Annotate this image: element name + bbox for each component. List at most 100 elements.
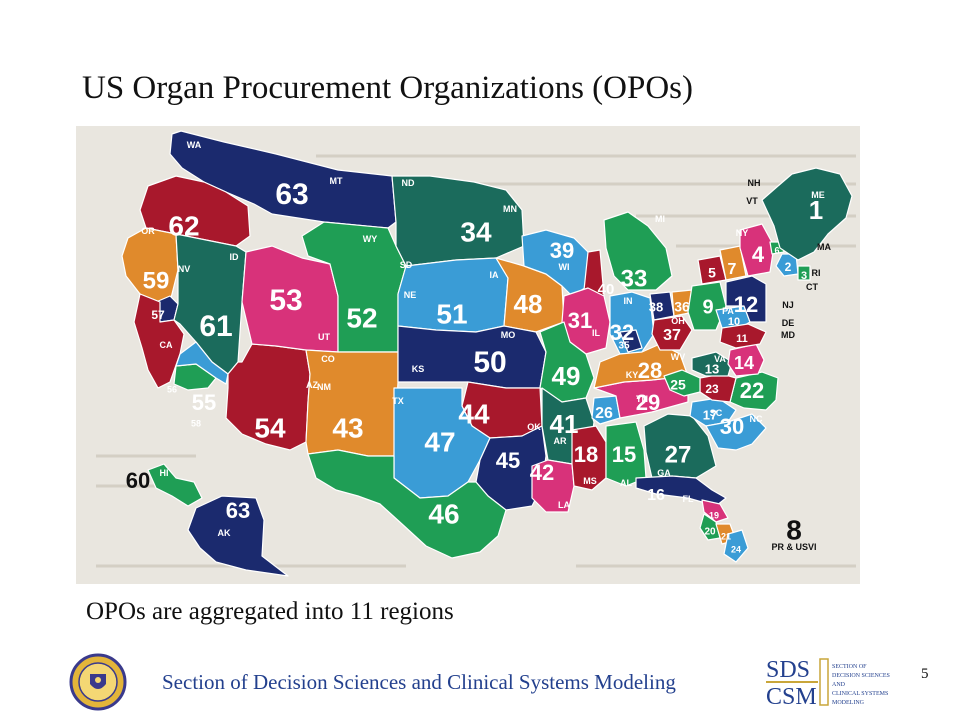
state-label: AL bbox=[620, 478, 632, 488]
state-label: MO bbox=[501, 330, 516, 340]
opo-region-19[interactable] bbox=[701, 499, 729, 523]
opo-region-62[interactable] bbox=[139, 175, 251, 247]
opo-region-9[interactable] bbox=[687, 281, 727, 331]
opo-region-63-alaska[interactable] bbox=[187, 495, 289, 577]
region-label-39: 39 bbox=[550, 238, 574, 263]
state-label: ID bbox=[230, 252, 240, 262]
state-label: IA bbox=[490, 270, 500, 280]
opo-region-20[interactable] bbox=[699, 513, 721, 541]
region-label-60: 60 bbox=[126, 468, 150, 493]
state-label: TX bbox=[392, 396, 404, 406]
state-label: IL bbox=[592, 328, 601, 338]
opo-region-11[interactable] bbox=[719, 323, 767, 349]
opo-region-42[interactable] bbox=[531, 459, 575, 513]
opo-region-3[interactable] bbox=[797, 265, 811, 281]
opo-region-35[interactable] bbox=[619, 329, 643, 353]
region-label-8: 8 bbox=[786, 514, 802, 545]
region-label-50: 50 bbox=[473, 346, 506, 379]
state-label: PR & USVI bbox=[771, 542, 816, 552]
opo-region-33[interactable] bbox=[603, 211, 673, 291]
state-label: NH bbox=[748, 178, 761, 188]
state-label: CT bbox=[806, 282, 818, 292]
opo-region-49[interactable] bbox=[539, 321, 595, 403]
opo-region-37[interactable] bbox=[651, 315, 693, 351]
state-label: LA bbox=[558, 500, 570, 510]
region-label-56: 56 bbox=[167, 384, 177, 394]
region-label-27: 27 bbox=[665, 441, 692, 468]
opo-region-34[interactable] bbox=[391, 175, 525, 267]
region-label-45: 45 bbox=[496, 448, 520, 473]
region-label-21: 21 bbox=[721, 531, 731, 541]
region-label-2: 2 bbox=[785, 260, 792, 274]
region-label-18: 18 bbox=[574, 442, 598, 467]
region-label-44: 44 bbox=[458, 398, 490, 429]
region-label-32: 32 bbox=[610, 320, 634, 345]
region-label-6: 6 bbox=[774, 245, 779, 255]
state-label: NC bbox=[750, 414, 763, 424]
region-label-54: 54 bbox=[254, 412, 286, 443]
state-label: NJ bbox=[782, 300, 794, 310]
region-label-1: 1 bbox=[809, 195, 823, 225]
sds-csm-logo: SDS CSM SECTION OF DECISION SCIENCES AND CL… bbox=[766, 657, 890, 708]
state-label: ND bbox=[402, 178, 415, 188]
state-label: NY bbox=[736, 228, 749, 238]
slide-title: US Organ Procurement Organizations (OPOs… bbox=[82, 70, 694, 106]
slide-subtitle: OPOs are aggregated into 11 regions bbox=[86, 598, 454, 625]
opo-region-50[interactable] bbox=[397, 325, 547, 389]
state-label: VA bbox=[714, 354, 726, 364]
region-label-30: 30 bbox=[720, 414, 744, 439]
state-label: WY bbox=[363, 234, 378, 244]
footer-text: Section of Decision Sciences and Clinica… bbox=[162, 670, 676, 694]
state-label: NM bbox=[317, 382, 331, 392]
opo-region-26[interactable] bbox=[591, 395, 621, 425]
region-label-48: 48 bbox=[514, 289, 543, 319]
logo-word: SECTION OF bbox=[832, 664, 867, 670]
logo-word: MODELING bbox=[832, 700, 865, 706]
state-label: MN bbox=[503, 204, 517, 214]
region-label-11: 11 bbox=[736, 333, 748, 345]
state-label: ME bbox=[811, 190, 825, 200]
region-label-46: 46 bbox=[428, 498, 459, 529]
region-label-9: 9 bbox=[702, 296, 713, 318]
state-label: OK bbox=[527, 422, 541, 432]
opo-region-30[interactable] bbox=[705, 413, 767, 451]
opo-region-1[interactable] bbox=[761, 167, 853, 261]
state-label: NV bbox=[178, 264, 191, 274]
opo-region-56[interactable] bbox=[133, 293, 185, 389]
opo-region-16[interactable] bbox=[635, 475, 727, 507]
opo-region-55[interactable] bbox=[175, 341, 229, 385]
region-label-63b: 63 bbox=[226, 498, 250, 523]
opo-region-13[interactable] bbox=[691, 351, 733, 377]
opo-region-4[interactable] bbox=[739, 223, 775, 277]
region-label-5: 5 bbox=[708, 265, 716, 281]
opo-region-12[interactable] bbox=[725, 275, 767, 323]
state-label: NE bbox=[404, 290, 417, 300]
opo-region-7[interactable] bbox=[719, 245, 747, 281]
region-label-22: 22 bbox=[740, 378, 764, 403]
opo-region-24[interactable] bbox=[723, 529, 749, 563]
region-label-14: 14 bbox=[734, 353, 754, 373]
region-label-63: 63 bbox=[275, 178, 308, 211]
opo-region-27[interactable] bbox=[643, 413, 717, 479]
logo-line-2: CSM bbox=[766, 684, 817, 708]
region-label-28: 28 bbox=[638, 358, 662, 383]
opo-region-25[interactable] bbox=[663, 369, 701, 397]
opo-region-18[interactable] bbox=[571, 425, 607, 491]
region-label-7: 7 bbox=[728, 261, 737, 278]
region-label-10: 10 bbox=[728, 316, 740, 328]
region-label-55: 55 bbox=[192, 390, 216, 415]
region-label-4: 4 bbox=[752, 242, 765, 267]
opo-region-46[interactable] bbox=[307, 449, 507, 559]
region-label-42: 42 bbox=[530, 460, 554, 485]
opo-region-22[interactable] bbox=[729, 371, 779, 411]
opo-region-60[interactable] bbox=[147, 463, 203, 507]
state-label: MT bbox=[330, 176, 343, 186]
state-label: GA bbox=[657, 468, 671, 478]
state-label: WA bbox=[187, 140, 202, 150]
state-label: AR bbox=[554, 436, 567, 446]
region-label-33: 33 bbox=[621, 265, 648, 292]
region-label-58: 58 bbox=[191, 418, 201, 428]
opo-region-32[interactable] bbox=[609, 291, 655, 355]
region-label-49: 49 bbox=[552, 361, 581, 391]
